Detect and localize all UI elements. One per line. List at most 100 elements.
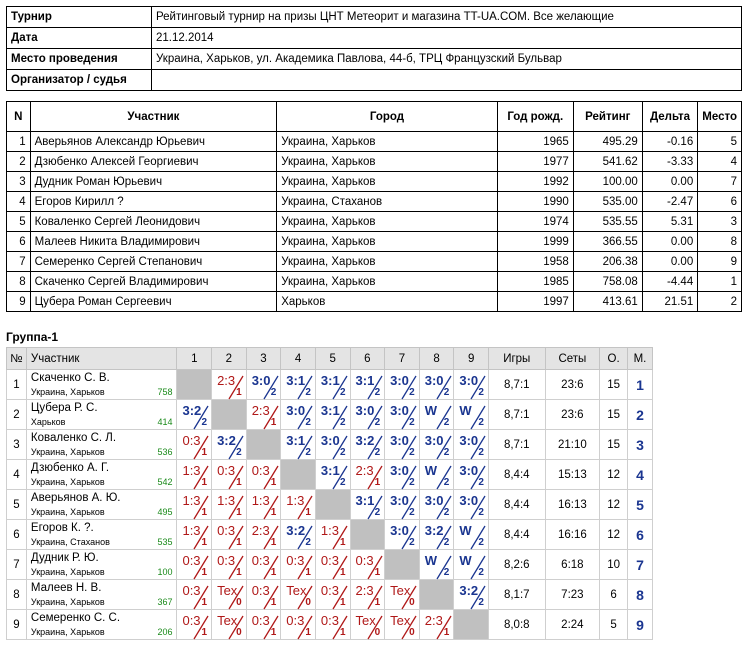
match-score: 3:1 [320,403,340,418]
match-points: 1 [339,627,346,638]
result-slash [436,495,452,520]
match-result: 1:3 1 [177,460,211,490]
match-result-cell: 2:3 1 [245,519,282,550]
match-result: 0:3 1 [212,460,246,490]
result-slash [297,495,313,520]
group-row-number: 6 [6,519,27,550]
match-result-cell: 3:2 2 [211,429,247,460]
group-header-cell: 1 [176,347,213,370]
result-slash [263,555,279,580]
group-row: 1 Скаченко С. В. Украина, Харьков 758 2:3 1 3:… [6,369,654,400]
info-row: Организатор / судья [6,69,742,91]
match-score: 2:3 [424,613,443,628]
match-points: 1 [339,537,346,548]
participant-cell: Коваленко Сергей Леонидович [29,211,278,232]
group-place: 7 [626,549,654,580]
match-result-cell: 1:3 1 [314,519,351,550]
result-slash [263,375,279,400]
result-slash [401,405,417,430]
info-value [151,69,742,91]
match-points: 0 [305,597,311,608]
match-points: 1 [270,477,277,488]
participant-cell: 2 [697,291,742,312]
participant-row: 1 Аверьянов Александр Юрьевич Украина, Хар… [6,131,742,152]
group-games: 8,4:4 [487,459,546,490]
player-name: Дзюбенко А. Г. [30,462,110,474]
group-games: 8,4:4 [487,489,546,520]
group-points: 15 [599,369,628,400]
result-slash [470,405,486,430]
match-points: 1 [305,567,311,578]
group-points: 12 [599,459,628,490]
match-score: W [424,553,438,568]
match-result-cell: 3:0 2 [453,369,489,400]
participant-cell: 5.31 [641,211,699,232]
self-match-cell [280,459,316,490]
match-score: 3:1 [286,373,306,388]
match-result: 3:0 2 [247,370,281,400]
player-name: Коваленко С. Л. [30,432,117,444]
match-score: 3:0 [286,403,306,418]
match-score: 3:2 [355,433,375,448]
match-score: 0:3 [251,463,270,478]
match-result-cell: 3:0 2 [314,429,351,460]
match-points: 1 [305,627,311,638]
match-result: 2:3 1 [247,400,281,430]
group-games: 8,4:4 [487,519,546,550]
match-result: 1:3 1 [281,490,315,520]
match-score: 1:3 [286,493,305,508]
match-points: 2 [409,417,415,428]
match-score: 3:0 [355,403,375,418]
match-points: 2 [409,537,415,548]
match-result-cell: 1:3 1 [280,489,316,520]
group-sets: 23:6 [544,369,601,400]
group-row-number: 9 [6,609,27,640]
match-result: 3:2 2 [281,520,315,550]
group-place: 4 [626,459,654,490]
match-result: Tex 0 [281,580,315,610]
player-rating: 414 [157,417,173,427]
match-points: 1 [236,537,242,548]
group-row: 8 Малеев Н. В. Украина, Харьков 367 0:3 1 Tex 0… [6,579,654,610]
group-row-number: 4 [6,459,27,490]
match-points: 2 [478,447,484,458]
match-result: 3:1 2 [316,370,350,400]
participants-header-cell: N [6,101,31,132]
match-result-cell: 0:3 1 [176,609,213,640]
match-score: W [424,463,438,478]
match-result-cell: 3:0 2 [384,489,420,520]
group-header-cell: 9 [453,347,489,370]
result-slash [193,525,210,550]
participant-cell: 535.00 [572,191,643,212]
match-result-cell: 3:0 2 [384,519,420,550]
match-result-cell: Tex 0 [384,579,420,610]
match-result-cell: 0:3 1 [245,579,282,610]
match-result-cell: 0:3 1 [176,549,213,580]
match-result: Tex 0 [212,610,246,640]
result-slash [366,555,383,580]
match-result-cell: 1:3 1 [176,519,213,550]
group-row-number: 5 [6,489,27,520]
group-place: 6 [626,519,654,550]
participant-cell: Скаченко Сергей Владимирович [29,271,278,292]
result-slash [263,585,279,610]
group-row: 7 Дудник Р. Ю. Украина, Харьков 100 0:3 1 0:3 1… [6,549,654,580]
match-score: Tex [217,613,238,628]
result-slash [332,405,348,430]
match-result: 0:3 1 [177,550,211,580]
match-points: 2 [409,477,415,488]
result-slash [332,615,348,640]
group-points: 12 [599,519,628,550]
match-score: Tex [390,583,411,598]
group-player-cell: Цубера Р. С. Харьков 414 [25,399,178,430]
match-points: 2 [339,447,346,458]
match-score: W [424,403,438,418]
match-result: 0:3 1 [247,460,281,490]
player-city: Украина, Стаханов [30,537,110,547]
group-sets: 6:18 [544,549,601,580]
participant-cell: 6 [6,231,31,252]
info-label: Место проведения [6,48,152,70]
match-score: 3:2 [182,403,202,418]
result-slash [193,405,210,430]
